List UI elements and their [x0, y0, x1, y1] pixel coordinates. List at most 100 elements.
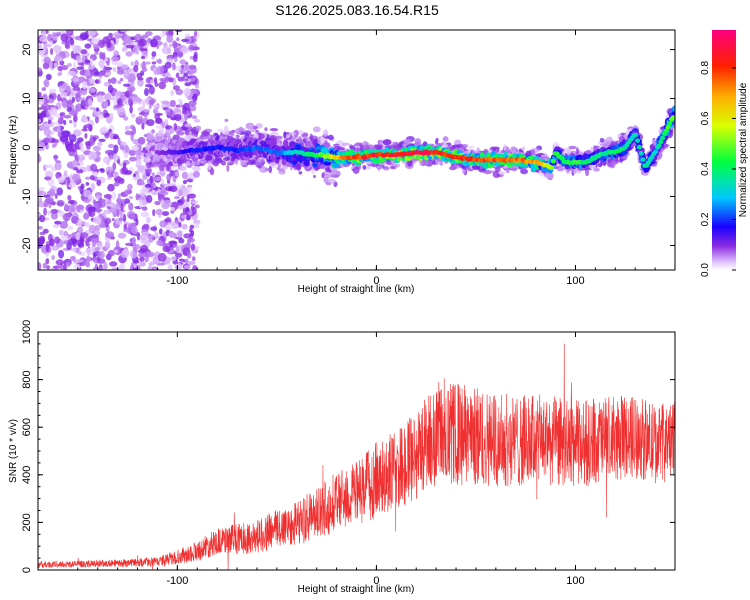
heatmap-blob	[94, 71, 100, 76]
heatmap-blob	[83, 198, 91, 204]
heatmap-blob	[190, 243, 196, 251]
heatmap-blob	[165, 76, 170, 81]
heatmap-blob	[169, 127, 175, 134]
heatmap-blob	[87, 97, 93, 106]
heatmap-blob	[86, 255, 90, 264]
heatmap-blob	[61, 65, 69, 71]
heatmap-blob	[69, 37, 75, 46]
heatmap-blob	[69, 143, 78, 153]
heatmap-blob	[53, 265, 61, 270]
heatmap-blob	[288, 131, 297, 136]
heatmap-blob	[129, 250, 138, 259]
heatmap-blob	[230, 132, 235, 137]
heatmap-blob	[83, 222, 87, 226]
heatmap-blob	[87, 30, 97, 37]
heatmap-blob	[498, 171, 506, 175]
heatmap-blob	[264, 127, 268, 132]
heatmap-blob	[48, 88, 57, 94]
heatmap-blob	[144, 183, 152, 188]
heatmap-blob	[48, 188, 56, 197]
heatmap-blob	[139, 261, 146, 267]
heatmap-blob	[205, 154, 213, 161]
heatmap-blob	[167, 264, 173, 270]
heatmap-blob	[43, 207, 47, 216]
heatmap-blob	[172, 62, 176, 71]
heatmap-blob	[38, 140, 43, 149]
heatmap-blob	[116, 69, 125, 75]
heatmap-blob	[84, 69, 91, 77]
heatmap-blob	[100, 111, 104, 115]
heatmap-blob	[435, 137, 439, 142]
heatmap-blob	[72, 86, 81, 92]
heatmap-blob	[320, 136, 325, 144]
heatmap-blob	[59, 60, 65, 66]
heatmap-blob	[72, 75, 79, 79]
heatmap-blob	[163, 134, 167, 140]
heatmap-blob	[90, 182, 96, 192]
heatmap-blob	[145, 216, 151, 224]
heatmap-blob	[67, 70, 77, 76]
heatmap-blob	[181, 171, 189, 180]
heatmap-blob	[113, 249, 119, 254]
heatmap-blob	[52, 45, 62, 52]
heatmap-blob	[95, 194, 101, 200]
heatmap-blob	[177, 76, 185, 82]
heatmap-blob	[152, 191, 158, 196]
heatmap-blob	[54, 162, 62, 171]
heatmap-blob	[112, 171, 119, 177]
heatmap-blob	[161, 121, 166, 129]
heatmap-blob	[161, 30, 166, 36]
heatmap-blob	[77, 250, 82, 255]
heatmap-blob	[174, 171, 179, 177]
heatmap-blob	[176, 37, 180, 42]
heatmap-blob	[118, 217, 123, 222]
heatmap-blob	[173, 195, 181, 200]
heatmap-blob	[545, 172, 554, 180]
heatmap-blob	[295, 163, 302, 170]
heatmap-blob	[107, 205, 111, 210]
heatmap-blob	[108, 154, 113, 160]
heatmap-blob	[87, 242, 91, 248]
heatmap-blob	[133, 64, 139, 73]
heatmap-blob	[131, 236, 137, 246]
heatmap-blob	[38, 197, 42, 204]
heatmap-blob	[80, 148, 86, 153]
heatmap-blob	[189, 228, 193, 233]
heatmap-blob	[49, 238, 55, 247]
heatmap-blob	[76, 66, 85, 71]
heatmap-blob	[52, 224, 60, 228]
heatmap-blob	[84, 133, 88, 139]
heatmap-blob	[42, 262, 47, 269]
heatmap-blob	[113, 144, 119, 154]
heatmap-blob	[179, 59, 186, 65]
heatmap-blob	[128, 202, 134, 211]
heatmap-blob	[44, 123, 53, 127]
heatmap-blob	[291, 164, 297, 168]
heatmap-blob	[189, 224, 195, 230]
heatmap-blob	[129, 105, 133, 114]
heatmap-blob	[47, 104, 52, 111]
heatmap-blob	[57, 94, 62, 102]
heatmap-blob	[119, 144, 125, 151]
heatmap-blob	[141, 201, 146, 206]
heatmap-blob	[298, 171, 303, 175]
heatmap-blob	[269, 128, 279, 132]
heatmap-blob	[139, 256, 145, 262]
heatmap-blob	[131, 145, 140, 151]
heatmap-blob	[138, 97, 142, 105]
heatmap-blob	[92, 267, 98, 270]
heatmap-blob	[342, 142, 350, 146]
heatmap-blob	[120, 30, 130, 33]
heatmap-blob	[186, 178, 194, 183]
heatmap-blob	[184, 129, 190, 136]
heatmap-blob	[38, 92, 42, 97]
heatmap-blob	[104, 149, 114, 155]
heatmap-blob	[144, 88, 149, 97]
heatmap-blob	[182, 102, 190, 111]
heatmap-blob	[127, 97, 132, 105]
heatmap-blob	[439, 160, 443, 166]
heatmap-blob	[73, 263, 81, 270]
heatmap-blob	[69, 119, 73, 124]
heatmap-blob	[77, 186, 82, 190]
